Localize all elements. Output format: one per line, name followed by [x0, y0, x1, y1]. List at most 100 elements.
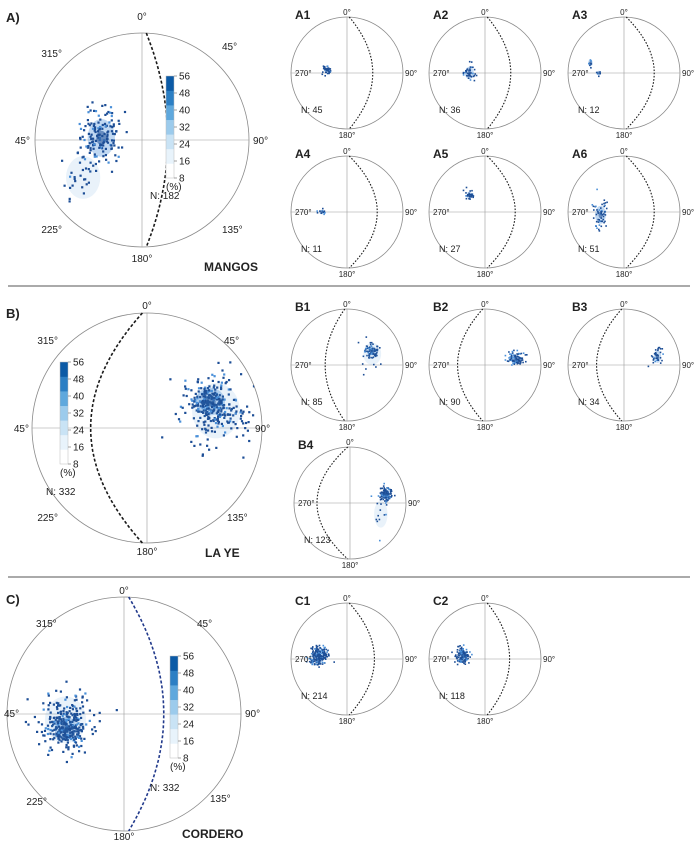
section-a-main-stereonet-data-point	[97, 114, 100, 117]
subplot-b3-stereonet-data-point	[662, 353, 664, 355]
section-b-main-stereonet-data-point	[247, 421, 250, 424]
section-c-main-stereonet-data-point	[36, 730, 39, 733]
subplot-a6-stereonet-data-point	[602, 215, 605, 218]
subplot-c2-stereonet-data-point	[467, 654, 469, 656]
section-c-main-stereonet-data-point	[73, 705, 76, 708]
section-c-deg-e: 90°	[245, 709, 260, 720]
section-c-site-name: CORDERO	[182, 827, 243, 841]
subplot-c1-stereonet-data-point	[321, 651, 324, 654]
subplot-c1-stereonet-data-point	[315, 659, 318, 661]
subplot-b3-stereonet-points	[647, 346, 664, 368]
subplot-c1-stereonet-label: C1	[295, 594, 311, 608]
section-a-main-stereonet-data-point	[68, 200, 71, 203]
section-a-main-stereonet-data-point	[93, 129, 96, 132]
subplot-a2-stereonet-data-point	[467, 75, 469, 77]
section-b-main-stereonet-data-point	[220, 408, 223, 411]
subplot-b4-stereonet-data-point	[387, 495, 390, 497]
subplot-b4-stereonet-data-point	[382, 491, 385, 493]
section-a-main-stereonet-data-point	[89, 170, 92, 173]
subplot-c1-stereonet-data-point	[313, 657, 315, 659]
subplot-c1-stereonet-data-point	[312, 650, 314, 652]
subplot-c1-stereonet-data-point	[319, 662, 321, 664]
subplot-b1-stereonet	[290, 308, 404, 422]
subplot-b1-stereonet-data-point	[367, 350, 369, 353]
section-a-main-stereonet-data-point	[109, 125, 112, 128]
subplot-b2-stereonet	[428, 308, 542, 422]
subplot-b2-stereonet-data-point	[518, 356, 521, 359]
subplot-b2-stereonet-data-point	[519, 363, 521, 365]
section-c-main-stereonet-data-point	[65, 746, 68, 749]
section-c-main-stereonet-data-point	[43, 729, 47, 732]
section-a-main-stereonet-data-point	[90, 122, 93, 125]
subplot-a6-stereonet-data-point	[603, 221, 605, 224]
section-a-main-stereonet-data-point	[95, 169, 98, 172]
section-b-density-legend: 56 48 40 32 24 16 8(%)	[59, 358, 85, 479]
section-c-main-stereonet-data-point	[72, 726, 75, 730]
section-b-main-stereonet-data-point	[213, 384, 216, 387]
section-c-main-stereonet-data-point	[52, 738, 55, 741]
section-a-main-stereonet-data-point	[70, 171, 73, 174]
subplot-b2-stereonet-data-point	[504, 354, 507, 357]
section-b-main-stereonet-data-point	[206, 417, 210, 420]
section-b-main-stereonet-data-point	[190, 440, 193, 443]
subplot-a6-stereonet-deg-w: 270°	[572, 208, 589, 217]
section-c-density-legend-swatch	[170, 656, 178, 671]
subplot-c1-stereonet-deg-w: 270°	[295, 655, 312, 664]
section-c-main-stereonet-data-point	[48, 718, 51, 721]
section-c-main-stereonet-data-point	[69, 720, 72, 723]
section-c-deg-nw: 315°	[36, 619, 57, 630]
subplot-b4-stereonet-data-point	[380, 495, 383, 498]
section-b-main-stereonet-data-point	[194, 392, 197, 395]
subplot-a2-stereonet-data-point	[469, 69, 471, 72]
section-c-main-stereonet-data-point	[65, 715, 68, 718]
section-b-main-stereonet-data-point	[210, 389, 213, 392]
section-a-density-legend-tick-label: 48	[179, 89, 191, 100]
section-b-main-stereonet-data-point	[209, 419, 212, 423]
section-c-main-stereonet-data-point	[58, 728, 61, 731]
section-b-main-stereonet-data-point	[220, 381, 223, 384]
subplot-b2-stereonet-data-point	[513, 349, 515, 352]
subplot-b4-stereonet-data-point	[388, 488, 390, 490]
section-b-main-stereonet-data-point	[214, 391, 217, 394]
section-b-main-stereonet-data-point	[228, 413, 231, 416]
subplot-c2-stereonet	[428, 602, 542, 716]
subplot-b2-stereonet-data-point	[521, 359, 524, 361]
subplot-a6-stereonet-data-point	[600, 207, 602, 209]
section-a-main-stereonet-data-point	[78, 161, 82, 164]
section-a-main-stereonet-data-point	[86, 146, 89, 149]
section-a-main-stereonet-data-point	[98, 128, 101, 131]
section-b-main-stereonet-data-point	[206, 410, 209, 414]
section-b-main-stereonet-data-point	[203, 398, 207, 401]
section-c-main-stereonet-data-point	[57, 704, 60, 707]
section-b-density-legend-tick-label: 16	[73, 443, 85, 454]
section-b-main-stereonet-data-point	[207, 413, 210, 416]
section-b-main-stereonet-data-point	[185, 394, 188, 398]
subplot-c2-stereonet-data-point	[456, 663, 459, 666]
section-c-main-stereonet-data-point	[57, 723, 60, 726]
section-a-main-stereonet-data-point	[100, 146, 103, 149]
section-a-main-stereonet-data-point	[115, 130, 118, 133]
subplot-c2-stereonet-data-point	[458, 654, 460, 657]
section-a-density-legend-swatch	[166, 163, 174, 179]
subplot-b3-stereonet-data-point	[653, 357, 655, 359]
subplot-c2-stereonet-data-point	[464, 661, 466, 663]
section-b-main-stereonet-data-point	[211, 406, 214, 409]
section-a-main-stereonet-data-point	[69, 186, 72, 189]
section-c-main-stereonet-data-point	[47, 694, 50, 697]
subplot-c2-stereonet-data-point	[464, 651, 466, 653]
subplot-c1-stereonet-data-point	[322, 649, 324, 651]
subplot-a6-stereonet-density-core	[598, 211, 603, 219]
subplot-c1-stereonet-data-point	[312, 658, 315, 661]
subplot-a6-stereonet-data-point	[603, 205, 605, 208]
subplot-c2-stereonet-data-point	[465, 654, 467, 657]
subplot-b1-stereonet-data-point	[357, 341, 360, 344]
section-c-main-stereonet-data-point	[56, 735, 59, 738]
subplot-b4-stereonet-data-point	[385, 498, 388, 501]
subplot-c2-stereonet-data-point	[458, 652, 461, 654]
subplot-a6-stereonet-data-point	[595, 205, 597, 208]
section-b-main-stereonet-data-point	[230, 409, 233, 412]
subplot-b2-stereonet-data-point	[516, 362, 519, 365]
section-b-main-stereonet-data-point	[218, 402, 221, 405]
section-b-main-stereonet-data-point	[220, 410, 223, 413]
section-a-main-stereonet-data-point	[93, 122, 96, 126]
